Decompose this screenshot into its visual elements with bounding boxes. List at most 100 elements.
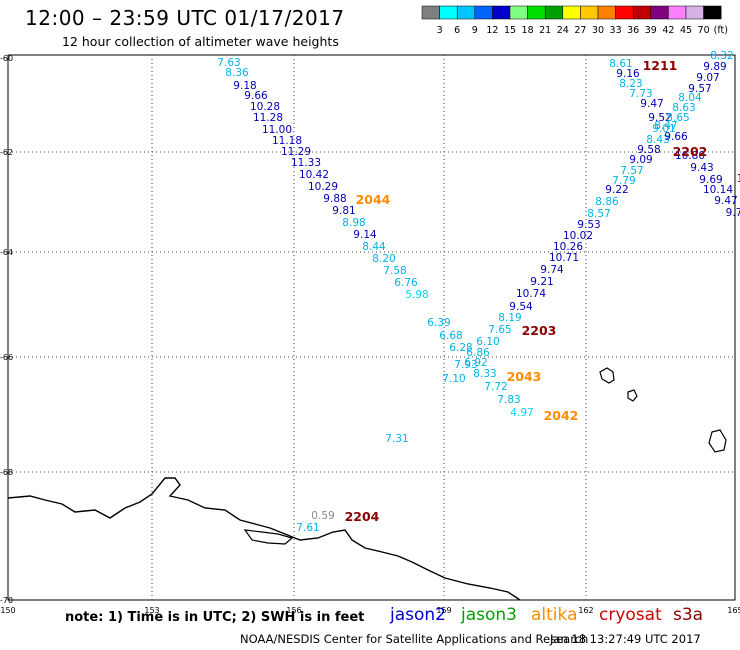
swh-value-label: 9.66 bbox=[664, 131, 688, 143]
swh-value-label: 8.86 bbox=[595, 196, 619, 208]
swh-value-label: 11.28 bbox=[253, 112, 283, 124]
swh-value-label: 9.14 bbox=[353, 229, 377, 241]
swh-value-label: 7.72 bbox=[484, 381, 507, 393]
swh-value-label: 6.86 bbox=[466, 347, 490, 359]
swh-value-label: 7.79 bbox=[612, 175, 635, 187]
island-outline bbox=[627, 389, 638, 402]
swh-value-label: 7.57 bbox=[620, 165, 643, 177]
latitude-label: -66 bbox=[0, 353, 13, 362]
swh-value-label: 11.18 bbox=[272, 135, 302, 147]
map-frame bbox=[7, 54, 736, 601]
swh-value-label: 6.76 bbox=[394, 277, 418, 289]
swh-value-label: 9.52 bbox=[648, 112, 671, 124]
swh-value-label: 8.44 bbox=[362, 241, 386, 253]
credit-line: NOAA/NESDIS Center for Satellite Applica… bbox=[240, 632, 589, 646]
latitude-label: -62 bbox=[0, 148, 13, 157]
swh-value-label: 9.88 bbox=[323, 193, 346, 205]
page-subtitle: 12 hour collection of altimeter wave hei… bbox=[62, 34, 339, 49]
swh-value-label: 8.36 bbox=[225, 67, 249, 79]
latitude-label: -64 bbox=[0, 248, 13, 257]
legend-altika: altika bbox=[531, 605, 578, 625]
swh-value-label: 9.58 bbox=[637, 144, 660, 156]
swh-value-label: 9.81 bbox=[332, 205, 355, 217]
longitude-label: 156 bbox=[286, 606, 301, 615]
swh-value-label: 10.80 bbox=[675, 150, 705, 162]
swh-value-label: 5.98 bbox=[405, 289, 428, 301]
swh-value-label: 0.59 bbox=[311, 510, 334, 522]
swh-value-label: 11.29 bbox=[281, 146, 311, 158]
swh-value-label: 11.33 bbox=[291, 157, 321, 169]
track-id-label: 2204 bbox=[345, 509, 380, 524]
swh-value-label: 7.31 bbox=[385, 433, 408, 445]
page-title: 12:00 – 23:59 UTC 01/17/2017 bbox=[25, 6, 345, 30]
legend-s3a: s3a bbox=[673, 605, 704, 625]
footer-note: note: 1) Time is in UTC; 2) SWH is in fe… bbox=[65, 610, 365, 625]
swh-value-label: 9.01 bbox=[652, 123, 675, 135]
swh-value-label: 9.74 bbox=[540, 264, 564, 276]
generated-timestamp: Jan 18 13:27:49 UTC 2017 bbox=[550, 632, 701, 646]
ice-shelf-outline bbox=[243, 529, 294, 545]
swh-value-label: 9.66 bbox=[244, 90, 268, 102]
swh-value-label: 8.98 bbox=[342, 217, 365, 229]
swh-value-label: 9.7 bbox=[726, 207, 740, 219]
swh-value-label: 8.65 bbox=[666, 112, 689, 124]
swh-value-label: 9.16 bbox=[616, 68, 640, 80]
swh-value-label: 9.69 bbox=[699, 174, 722, 186]
swh-value-label: 8.57 bbox=[587, 208, 610, 220]
swh-value-label: 9.53 bbox=[577, 219, 600, 231]
latitude-label: -68 bbox=[0, 468, 13, 477]
swh-value-label: 8.33 bbox=[473, 368, 496, 380]
track-id-label: 2044 bbox=[356, 192, 391, 207]
swh-value-label: 11.00 bbox=[262, 124, 292, 136]
swh-value-label: 9.43 bbox=[690, 162, 713, 174]
swh-value-label: 10.29 bbox=[308, 181, 338, 193]
legend-jason3: jason3 bbox=[461, 605, 517, 625]
track-id-label: 1211 bbox=[643, 58, 678, 73]
swh-value-label: 8.43 bbox=[646, 134, 669, 146]
swh-value-label: 7.63 bbox=[217, 57, 240, 69]
longitude-label: 162 bbox=[578, 606, 593, 615]
swh-value-label: 7.83 bbox=[497, 394, 520, 406]
swh-value-label: 4.97 bbox=[510, 407, 533, 419]
swh-value-label: 6.10 bbox=[476, 336, 499, 348]
swh-value-label: 10.02 bbox=[563, 230, 593, 242]
swh-value-label: 8.20 bbox=[372, 253, 395, 265]
swh-value-label: 10.26 bbox=[553, 241, 583, 253]
swh-value-label: 6.92 bbox=[464, 357, 487, 369]
swh-value-label: 8.61 bbox=[609, 58, 632, 70]
track-id-label: 2043 bbox=[507, 369, 542, 384]
swh-value-label: 9.47 bbox=[714, 195, 737, 207]
swh-value-label: 9.54 bbox=[509, 301, 533, 313]
swh-value-label: 7.58 bbox=[383, 265, 406, 277]
island-outline bbox=[599, 367, 615, 384]
swh-value-label: 10.28 bbox=[250, 101, 280, 113]
swh-value-label: 10.71 bbox=[549, 252, 579, 264]
track-id-label: 2042 bbox=[544, 408, 579, 423]
swh-value-label: 7.10 bbox=[442, 373, 465, 385]
swh-value-label: 8.04 bbox=[678, 92, 702, 104]
swh-value-label: 9.89 bbox=[703, 61, 726, 73]
swh-value-label: 8.19 bbox=[498, 312, 521, 324]
legend-jason2: jason2 bbox=[390, 605, 446, 625]
swh-value-label: 8.23 bbox=[619, 78, 642, 90]
swh-value-label: 6.68 bbox=[439, 330, 462, 342]
swh-value-label: 9.21 bbox=[530, 276, 553, 288]
track-id-label: 2203 bbox=[522, 323, 557, 338]
swh-value-label: 8.47 bbox=[654, 120, 677, 132]
swh-value-label: 6.28 bbox=[449, 342, 472, 354]
longitude-label: 159 bbox=[436, 606, 451, 615]
swh-value-label: 8.32 bbox=[710, 50, 733, 62]
swh-value-label: 9.07 bbox=[696, 72, 719, 84]
swh-value-label: 1 bbox=[737, 173, 740, 185]
swh-value-label: 7.93 bbox=[454, 359, 477, 371]
swh-value-label: 10.42 bbox=[299, 169, 329, 181]
swh-value-label: 9.18 bbox=[233, 80, 256, 92]
swh-value-label: 7.65 bbox=[488, 324, 511, 336]
swh-value-label: 7.61 bbox=[296, 522, 319, 534]
swh-value-label: 9.47 bbox=[640, 98, 663, 110]
latitude-label: -70 bbox=[0, 596, 13, 605]
swh-value-label: 9.22 bbox=[605, 184, 628, 196]
longitude-label: 150 bbox=[0, 606, 15, 615]
